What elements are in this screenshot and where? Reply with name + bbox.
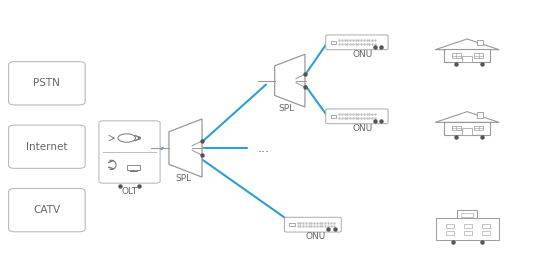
Text: ONU: ONU xyxy=(352,50,372,59)
FancyBboxPatch shape xyxy=(8,189,85,232)
Bar xyxy=(461,213,474,217)
Text: ONU: ONU xyxy=(305,232,326,241)
FancyBboxPatch shape xyxy=(8,125,85,168)
Bar xyxy=(457,210,477,218)
Bar xyxy=(331,115,336,118)
FancyBboxPatch shape xyxy=(99,121,160,183)
Text: SPL: SPL xyxy=(175,174,191,183)
Bar xyxy=(481,224,490,228)
Bar xyxy=(444,49,490,62)
Text: CATV: CATV xyxy=(33,205,60,215)
Text: OLT: OLT xyxy=(121,187,137,196)
Bar xyxy=(464,231,473,235)
FancyBboxPatch shape xyxy=(8,62,85,105)
Bar xyxy=(127,165,140,170)
Bar xyxy=(462,56,473,62)
Bar xyxy=(445,231,454,235)
Bar xyxy=(435,218,499,240)
Bar xyxy=(477,112,483,118)
Circle shape xyxy=(118,134,136,142)
Polygon shape xyxy=(435,39,499,50)
Bar xyxy=(464,224,473,228)
Bar xyxy=(331,41,336,44)
Bar xyxy=(452,53,461,58)
Bar xyxy=(462,128,473,135)
FancyBboxPatch shape xyxy=(326,109,388,124)
Polygon shape xyxy=(275,54,305,107)
FancyBboxPatch shape xyxy=(284,217,341,232)
Bar xyxy=(474,53,483,58)
Polygon shape xyxy=(169,119,202,177)
Bar xyxy=(474,126,483,131)
FancyBboxPatch shape xyxy=(326,35,388,50)
Bar xyxy=(445,224,454,228)
Text: Internet: Internet xyxy=(26,142,68,152)
Bar xyxy=(477,40,483,45)
Polygon shape xyxy=(435,112,499,122)
Text: ONU: ONU xyxy=(352,124,372,133)
Bar xyxy=(289,223,295,226)
Text: PSTN: PSTN xyxy=(33,78,60,88)
Bar xyxy=(452,126,461,131)
Text: SPL: SPL xyxy=(279,104,295,113)
Bar xyxy=(444,122,490,135)
Bar xyxy=(481,231,490,235)
Text: ...: ... xyxy=(258,142,270,155)
